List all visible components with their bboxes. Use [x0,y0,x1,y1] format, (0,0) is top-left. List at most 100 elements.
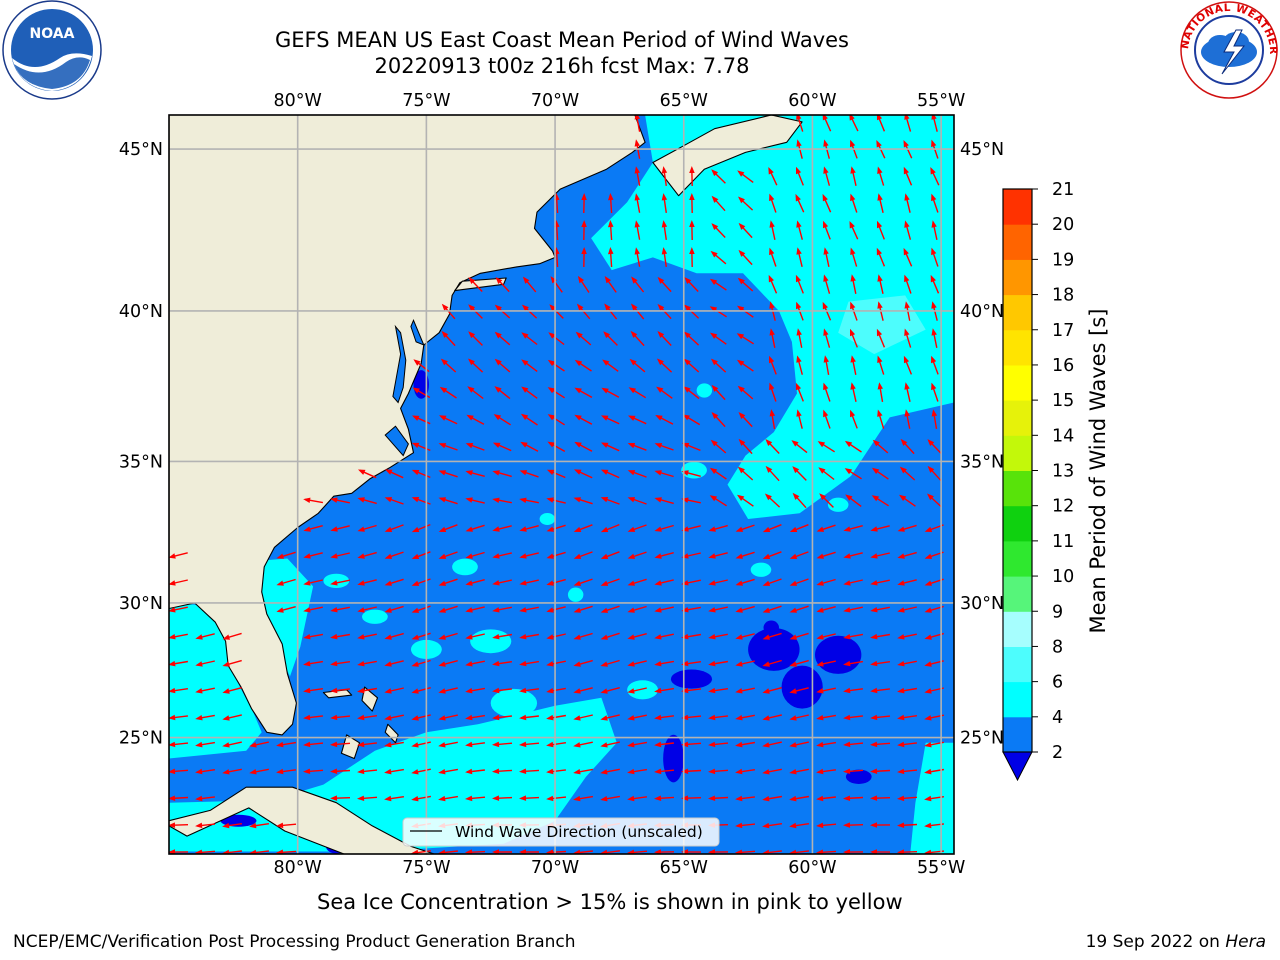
wave-arrow-head [357,497,365,503]
wave-arrow-head [495,277,503,284]
wave-arrow-head [439,386,448,394]
wave-arrow-head [843,849,850,854]
wave-arrow-head [603,331,611,339]
wave-arrow-head [924,607,932,613]
wave-arrow-head [492,580,500,586]
wave-arrow-head [768,167,774,175]
wave-arrow-head [897,714,905,721]
wave-arrow-head [735,688,743,694]
cyan-blob-13 [539,513,556,525]
wave-arrow-head [708,687,716,694]
wave-arrow-head [195,715,203,721]
wave-arrow-head [249,769,257,775]
wave-arrow-head [573,849,581,854]
land-north-america [169,115,646,736]
wave-arrow-head [384,661,392,667]
wave-arrow-head [411,661,419,667]
wave-arrow-head [849,221,855,229]
wave-arrow-head [438,688,446,694]
wave-arrow-head [708,849,715,854]
bay-0 [392,324,407,404]
wave-arrow-head [573,634,581,640]
wave-arrow-head [737,385,745,393]
wave-arrow-head [573,742,581,748]
wave-arrow-head [627,634,635,640]
wave-arrow-head [519,849,526,854]
wave-arrow-head [195,768,203,775]
cyan-blob-6 [627,680,659,700]
wave-arrow-head [681,660,689,667]
wave-arrow-head [655,415,663,421]
wave-arrow-head [656,358,664,366]
land-long-island [454,277,507,292]
wave-arrow-head [870,849,877,854]
wave-arrow-head [222,822,230,829]
legend-label: Wind Wave Direction (unscaled) [455,823,703,841]
wave-arrow-head [330,795,338,801]
wave-arrow-head [900,438,908,446]
wave-arrow-head [169,660,176,667]
wave-arrow-head [823,166,829,174]
wave-arrow-head [931,139,937,148]
wave-arrow-head [795,193,801,202]
wave-arrow-head [654,634,662,640]
cyan-blob-10 [490,688,538,718]
bay-2 [384,425,409,457]
wave-arrow-head [627,526,636,532]
wave-arrow-head [735,661,743,667]
wave-arrow-head [604,303,611,311]
wave-arrow-head [737,170,745,177]
wave-arrow-head [303,660,311,667]
wave-arrow-head [689,166,695,173]
wave-arrow-head [844,440,853,448]
wave-arrow-head [796,355,802,363]
wave-arrow-head [661,220,668,228]
wave-arrow-head [683,386,691,393]
wave-arrow-head [357,661,365,667]
wave-arrow-head [600,661,608,667]
wave-arrow-head [581,193,587,200]
wave-arrow-head [546,497,554,503]
wave-arrow-head [546,469,555,475]
wave-arrow-head [548,332,556,339]
wave-arrow-head [870,795,878,801]
wave-arrow-head [924,849,932,854]
lon-tick-label-top: 80°W [274,91,322,111]
wave-arrow-head [608,193,614,201]
wave-arrow-head [631,303,638,311]
lat-tick-label-right: 25°N [960,729,1004,749]
wave-arrow-head [357,714,365,721]
land-andros [340,734,361,760]
wave-arrow-head [222,742,230,748]
wave-arrow-head [573,580,582,586]
wave-arrow-head [195,741,203,748]
wave-arrow-head [769,409,776,417]
wave-arrow-head [169,687,176,694]
wave-arrow-head [330,687,338,694]
wave-arrow-head [465,526,473,532]
land-abaco [361,686,379,712]
wave-arrow-head [169,822,176,828]
wave-arrow-head [762,553,771,559]
wave-arrow-head [711,195,719,203]
wave-arrow-head [330,526,338,532]
wave-arrow-head [465,688,473,694]
wave-arrow-head [904,274,910,283]
wave-arrow-head [818,467,826,474]
wave-arrow-head [871,495,880,502]
lon-tick-label-bottom: 80°W [274,858,322,878]
wave-arrow-head [876,247,882,256]
wave-arrow-head [709,306,718,313]
wave-arrow-head [169,768,176,775]
lon-tick-label-top: 55°W [917,91,965,111]
wave-arrow-head [849,115,855,121]
wave-arrow-head [519,714,527,721]
wave-arrow-head [492,660,500,667]
wave-arrow-head [735,715,743,721]
wave-arrow-head [573,688,581,694]
wave-arrow-head [872,439,880,447]
wave-arrow-head [816,768,824,775]
colorbar-tick-label: 19 [1052,250,1074,270]
wave-arrow-head [789,661,797,667]
wave-arrow-head [573,769,581,775]
